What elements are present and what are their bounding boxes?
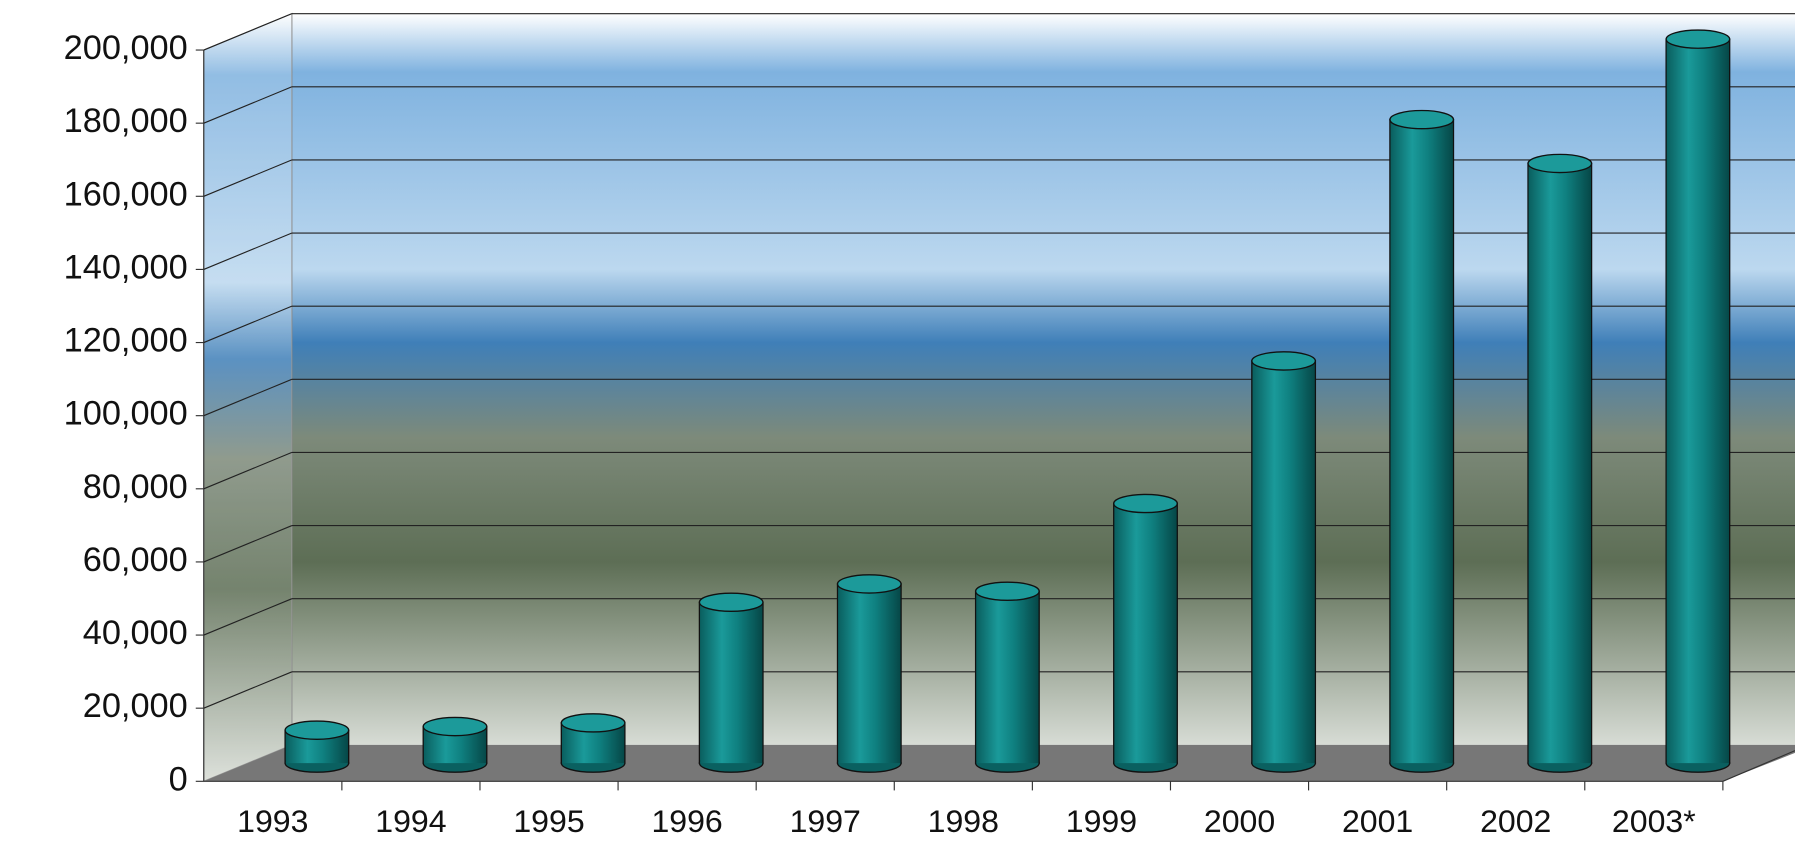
x-tick-label: 2002 xyxy=(1480,803,1551,839)
bar-top xyxy=(1665,29,1731,49)
bar-body-cover xyxy=(976,591,1039,764)
bar-top xyxy=(836,574,902,594)
y-tick-label: 160,000 xyxy=(64,175,188,213)
floor-edge xyxy=(1722,750,1795,782)
bar-top xyxy=(698,592,764,613)
grid-line xyxy=(203,378,293,417)
y-tick-label: 180,000 xyxy=(64,102,188,140)
bar-body-cover xyxy=(1528,163,1591,764)
y-tick-label: 80,000 xyxy=(83,468,188,506)
grid-line xyxy=(203,451,293,490)
bar-body-cover xyxy=(1114,503,1177,764)
grid-line xyxy=(203,13,293,51)
y-tick-label: 40,000 xyxy=(83,614,188,652)
x-tick-label: 2001 xyxy=(1342,803,1413,839)
grid-line xyxy=(203,525,293,563)
y-tick-label: 200,000 xyxy=(64,29,188,67)
x-tick-label: 1993 xyxy=(237,803,308,839)
grid-line xyxy=(203,159,293,197)
x-tick-label: 2000 xyxy=(1204,803,1275,839)
x-tick-label: 1994 xyxy=(375,803,446,839)
bar-body-cover xyxy=(838,583,901,764)
bar-top xyxy=(1251,351,1317,371)
bar-top xyxy=(284,720,350,740)
y-tick-label: 140,000 xyxy=(64,249,188,287)
bar-top xyxy=(560,713,626,733)
y-tick-label: 20,000 xyxy=(83,687,188,725)
grid-line xyxy=(203,232,293,270)
y-tick-label: 120,000 xyxy=(64,322,188,360)
grid-line xyxy=(203,305,293,344)
x-tick-label: 1995 xyxy=(513,803,584,839)
bar-body-cover xyxy=(700,602,763,764)
x-tick-label: 1996 xyxy=(651,803,722,839)
y-tick-label: 60,000 xyxy=(83,541,188,579)
bar-body-cover xyxy=(1390,119,1453,764)
y-tick-label: 100,000 xyxy=(64,395,188,433)
x-tick-label: 1998 xyxy=(928,803,999,839)
x-tick-label: 1997 xyxy=(790,803,861,839)
x-tick-label: 2003* xyxy=(1612,803,1696,839)
grid-line xyxy=(203,598,293,636)
bar-body-cover xyxy=(1252,360,1315,764)
bar-top xyxy=(974,581,1040,602)
bar-top xyxy=(1389,109,1455,130)
grid-line xyxy=(203,671,293,709)
grid-line xyxy=(203,86,293,124)
y-tick-label: 0 xyxy=(169,760,188,798)
bar-top xyxy=(1113,493,1178,514)
bar-top xyxy=(422,716,488,737)
x-tick-label: 1999 xyxy=(1066,803,1137,839)
bar-body-cover xyxy=(1666,39,1729,764)
bar-top xyxy=(1527,153,1593,174)
